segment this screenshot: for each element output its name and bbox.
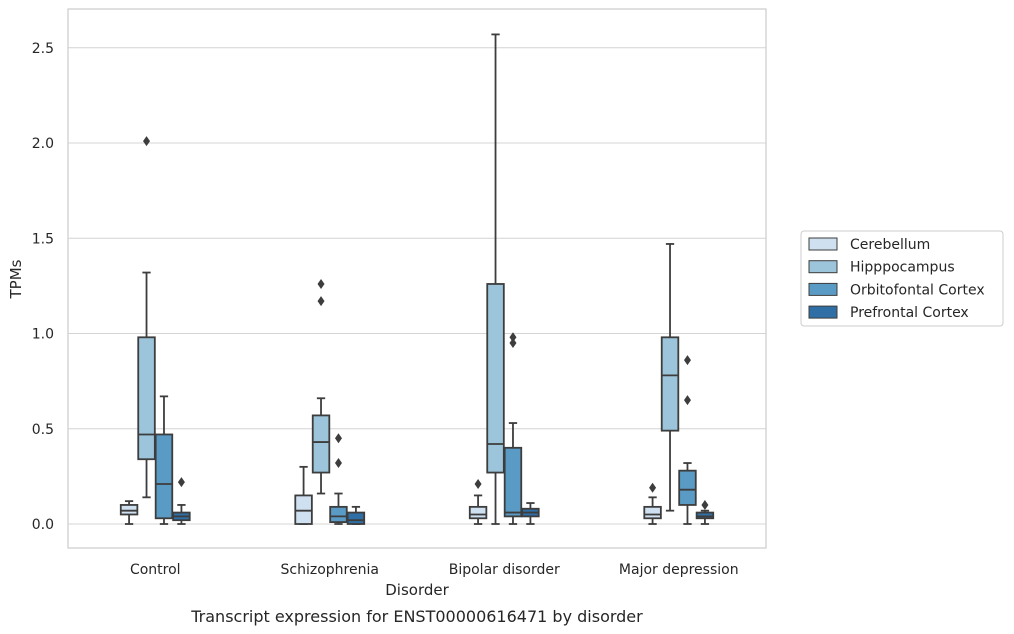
box-hipppocampus-major-depression	[660, 243, 680, 512]
box-cerebellum-bipolar-disorder	[468, 478, 488, 525]
legend-label: Orbitofontal Cortex	[850, 282, 985, 298]
legend-swatch	[808, 305, 838, 319]
outlier-point	[474, 478, 482, 489]
outlier-point	[143, 136, 151, 147]
outlier-point	[177, 477, 185, 488]
iqr-box	[468, 505, 488, 520]
iqr-box	[643, 505, 662, 520]
legend-swatch	[808, 282, 838, 296]
box-orbitofontal-cortex-control	[154, 395, 174, 525]
outlier-point	[334, 433, 342, 444]
iqr-box	[486, 283, 505, 474]
iqr-box	[154, 433, 174, 520]
iqr-box	[503, 446, 523, 518]
iqr-box	[660, 336, 680, 432]
outlier-point	[317, 278, 325, 289]
legend-swatch	[808, 237, 838, 251]
y-tick-label: 2.0	[32, 136, 54, 152]
x-tick-label: Bipolar disorder	[449, 562, 560, 578]
x-axis-label: Disorder	[385, 581, 449, 599]
x-tick-labels: Control Schizophrenia Bipolar disorder Majo…	[130, 562, 739, 578]
iqr-box	[346, 511, 366, 525]
plot-frame	[67, 8, 767, 549]
legend-label: Hipppocampus	[850, 260, 955, 276]
box-cerebellum-major-depression	[643, 482, 662, 525]
box-prefrontal-cortex-schizophrenia	[346, 505, 366, 525]
outlier-point	[649, 482, 657, 493]
outlier-point	[334, 458, 342, 469]
box-prefrontal-cortex-major-depression	[695, 499, 715, 525]
iqr-box	[678, 469, 697, 506]
y-tick-label: 1.0	[32, 327, 54, 343]
y-tick-label: 0.0	[32, 517, 54, 533]
iqr-box	[311, 414, 331, 474]
outlier-point	[701, 499, 709, 510]
box-prefrontal-cortex-bipolar-disorder	[521, 502, 540, 525]
y-tick-label: 1.5	[32, 231, 54, 247]
legend-label: Cerebellum	[850, 237, 930, 253]
legend-swatch	[808, 260, 838, 274]
iqr-box	[695, 511, 715, 520]
iqr-box	[119, 504, 139, 516]
legend: Cerebellum Hipppocampus Orbitofontal Corte…	[800, 230, 1004, 327]
x-tick-label: Major depression	[619, 562, 739, 578]
outlier-point	[683, 355, 691, 366]
box-hipppocampus-control	[137, 136, 156, 499]
iqr-box	[329, 505, 348, 523]
box-prefrontal-cortex-control	[172, 477, 191, 525]
x-tick-label: Schizophrenia	[281, 562, 379, 578]
box-cerebellum-control	[119, 500, 139, 525]
x-tick-label: Control	[130, 562, 181, 578]
chart-caption: Transcript expression for ENST0000061647…	[190, 607, 643, 626]
box-orbitofontal-cortex-bipolar-disorder	[503, 332, 523, 525]
y-axis-label: TPMs	[7, 259, 25, 299]
box-hipppocampus-schizophrenia	[311, 278, 331, 495]
boxes	[119, 33, 715, 525]
legend-label: Prefrontal Cortex	[850, 305, 969, 321]
outlier-point	[683, 395, 691, 406]
outlier-point	[317, 296, 325, 307]
y-tick-label: 0.5	[32, 422, 54, 438]
legend-items: Cerebellum Hipppocampus Orbitofontal Corte…	[808, 237, 985, 321]
iqr-box	[294, 494, 313, 525]
outlier-point	[509, 338, 517, 349]
box-cerebellum-schizophrenia	[294, 465, 313, 525]
iqr-box	[137, 336, 156, 461]
legend-frame	[800, 230, 1004, 327]
outlier-point	[509, 332, 517, 343]
box-hipppocampus-bipolar-disorder	[486, 33, 505, 525]
y-tick-label: 2.5	[32, 41, 54, 57]
y-tick-labels: 0.0 0.5 1.0 1.5 2.0 2.5	[32, 41, 54, 533]
box-orbitofontal-cortex-major-depression	[678, 355, 697, 525]
